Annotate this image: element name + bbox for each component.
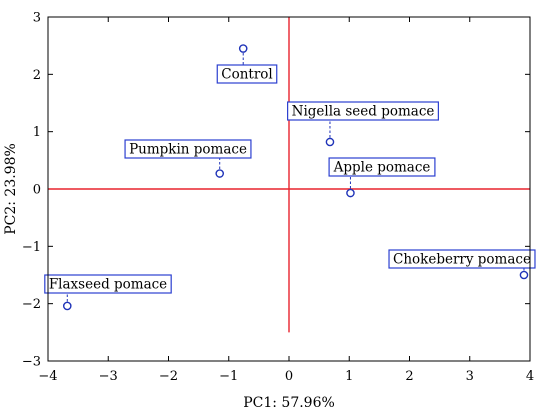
point-label-box bbox=[287, 101, 439, 121]
data-point bbox=[519, 270, 529, 280]
y-tick-label: 2 bbox=[33, 68, 41, 83]
y-tick-label: 3 bbox=[33, 11, 41, 26]
point-label-text: Flaxseed pomace bbox=[49, 277, 167, 293]
point-label-text: Pumpkin pomace bbox=[129, 142, 247, 158]
data-point bbox=[238, 44, 248, 53]
point-label: Flaxseed pomace bbox=[44, 274, 172, 294]
x-tick-label: −4 bbox=[38, 369, 57, 384]
point-label-text: Nigella seed pomace bbox=[292, 104, 435, 120]
x-tick-label: −3 bbox=[99, 369, 118, 384]
data-point bbox=[325, 137, 335, 147]
point-label-text: Chokeberry pomace bbox=[393, 252, 531, 268]
x-tick-label: 3 bbox=[466, 369, 474, 384]
point-label: Nigella seed pomace bbox=[287, 101, 439, 121]
plot-frame bbox=[47, 16, 531, 362]
x-axis-title: PC1: 57.96% bbox=[243, 395, 335, 411]
data-points bbox=[62, 44, 529, 311]
x-tick-label: 1 bbox=[345, 369, 353, 384]
point-labels: Control Nigella seed pomace Pumpkin pomace… bbox=[44, 64, 536, 294]
data-point bbox=[62, 301, 72, 311]
point-label-text: Control bbox=[221, 67, 272, 83]
data-point bbox=[215, 169, 225, 178]
point-label-box bbox=[124, 139, 252, 159]
point-label: Chokeberry pomace bbox=[388, 249, 536, 269]
y-tick-label: −1 bbox=[22, 240, 41, 255]
point-label-box bbox=[44, 274, 172, 294]
point-label-box bbox=[328, 157, 436, 177]
x-tick-label: 2 bbox=[405, 369, 413, 384]
data-point bbox=[346, 188, 355, 198]
point-label: Pumpkin pomace bbox=[124, 139, 252, 159]
point-label-text: Apple pomace bbox=[333, 160, 431, 176]
point-label: Control bbox=[216, 64, 278, 84]
x-tick-label: 0 bbox=[285, 369, 293, 384]
point-label-box bbox=[216, 64, 278, 84]
y-tick-label: −3 bbox=[22, 355, 41, 370]
y-axis-title: PC2: 23.98% bbox=[3, 143, 19, 235]
x-tick-label: −1 bbox=[219, 369, 238, 384]
x-tick-label: 4 bbox=[526, 369, 534, 384]
point-label: Apple pomace bbox=[328, 157, 436, 177]
zero-reference-lines bbox=[48, 17, 530, 333]
point-label-box bbox=[388, 249, 536, 269]
y-tick-label: −2 bbox=[22, 297, 41, 312]
y-tick-label: 1 bbox=[33, 125, 41, 140]
y-tick-label: 0 bbox=[33, 183, 41, 198]
x-tick-label: −2 bbox=[159, 369, 178, 384]
